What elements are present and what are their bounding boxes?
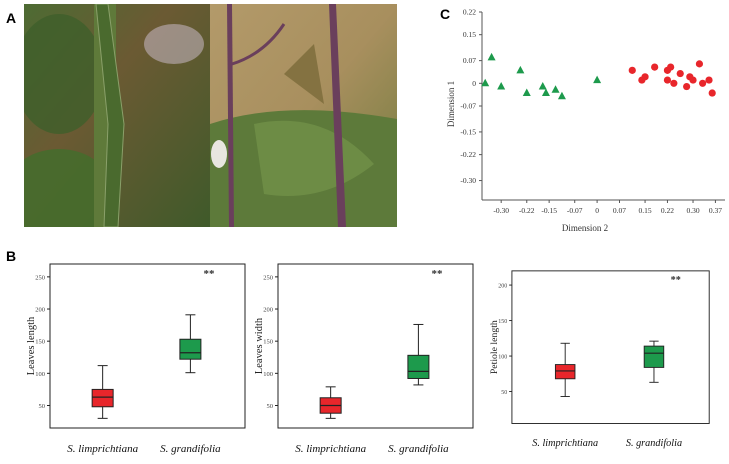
scatter-x-tick-label: 0.15 <box>639 206 652 215</box>
significance-marker: ** <box>432 268 444 280</box>
scatter-x-tick-label: 0.07 <box>613 206 626 215</box>
scatter-x-tick-label: -0.15 <box>541 206 557 215</box>
scatter-y-tick-label: 0.22 <box>463 8 476 17</box>
box-category-label: S. limprichtiana <box>67 443 138 455</box>
significance-marker: ** <box>204 268 216 280</box>
scatter-y-tick-label: -0.22 <box>460 150 476 159</box>
scatter-point-circle <box>683 82 691 91</box>
scatter-point-triangle <box>497 82 506 90</box>
panel-label-c: C <box>440 6 451 22</box>
box-y-tick-label: 50 <box>39 403 46 410</box>
scatter-point-triangle <box>522 88 531 97</box>
scatter-point-circle <box>705 76 713 84</box>
scatter-point-triangle <box>481 78 490 87</box>
scatter-point-triangle <box>551 85 560 93</box>
scatter-x-tick-label: -0.07 <box>567 206 583 215</box>
scatter-point-triangle <box>541 88 550 97</box>
box-iqr <box>91 388 114 408</box>
scatter-xlabel: Dimension 2 <box>562 223 608 233</box>
scatter-point-circle <box>670 79 678 87</box>
scatter-point-triangle <box>487 52 496 61</box>
scatter-point-circle <box>628 66 636 74</box>
box-y-tick-label: 50 <box>501 390 507 396</box>
scatter-x-tick-label: 0.37 <box>709 206 722 215</box>
scatter-plot: -0.30 -0.22 -0.15 -0.07 0 0.07 0.15 0.22 0.30 0.3… <box>446 8 725 233</box>
scatter-y-tick-label: 0.07 <box>463 56 476 65</box>
box-iqr <box>407 354 430 379</box>
panel-label-b: B <box>6 248 17 264</box>
box-y-tick-label: 200 <box>35 307 45 314</box>
box-plot-frame <box>511 270 710 424</box>
scatter-point-triangle <box>557 91 566 100</box>
scatter-point-circle <box>641 73 649 81</box>
scatter-x-tick-label: -0.30 <box>493 206 509 215</box>
box-y-axis-label: Petiole length <box>489 320 500 374</box>
scatter-point-circle <box>689 76 697 84</box>
scatter-axes: -0.30 -0.22 -0.15 -0.07 0 0.07 0.15 0.22 0.30 0.3… <box>460 8 725 215</box>
scatter-x-tick-label: 0 <box>595 206 599 215</box>
scatter-point-circle <box>708 89 716 97</box>
scatter-points <box>481 52 716 100</box>
scatter-y-tick-label: -0.15 <box>460 127 476 136</box>
box-y-tick-label: 250 <box>263 274 273 281</box>
box-plot-petiole-length: 50 100 150 200 Petiole length ** S. limprichti… <box>489 270 710 449</box>
scatter-x-tick-label: 0.22 <box>661 206 674 215</box>
box-y-tick-label: 100 <box>263 371 273 378</box>
box-category-label: S. grandifolia <box>626 438 682 449</box>
panel-label-a: A <box>6 10 17 26</box>
box-y-tick-label: 150 <box>35 339 45 346</box>
scatter-point-circle <box>699 79 707 87</box>
scatter-y-tick-label: -0.30 <box>460 176 476 185</box>
scatter-y-tick-label: 0 <box>472 79 476 88</box>
box-y-axis-label: Leaves width <box>254 317 265 374</box>
box-plot-leaves-width: 50 100 150 200 250 Leaves width ** S. limpricht… <box>254 263 474 455</box>
significance-marker: ** <box>671 275 681 286</box>
box-category-label: S. grandifolia <box>160 443 221 455</box>
box-y-tick-label: 150 <box>263 339 273 346</box>
box-y-tick-label: 200 <box>263 307 273 314</box>
box-iqr <box>643 345 665 368</box>
box-plot-frame <box>49 263 246 429</box>
scatter-point-triangle <box>593 75 602 84</box>
box-y-tick-label: 50 <box>267 403 274 410</box>
scatter-x-tick-label: 0.30 <box>686 206 699 215</box>
box-iqr <box>179 338 202 360</box>
scatter-y-tick-label: 0.15 <box>463 30 476 39</box>
box-plot-leaves-length: 50 100 150 200 250 Leaves length ** S. limprich… <box>26 263 246 455</box>
scatter-point-triangle <box>516 65 525 74</box>
scatter-point-circle <box>695 60 704 68</box>
scatter-ylabel: Dimension 1 <box>446 81 456 127</box>
box-iqr <box>554 364 576 380</box>
scatter-point-circle <box>667 63 675 71</box>
box-category-label: S. grandifolia <box>388 443 449 455</box>
scatter-point-triangle <box>538 82 547 90</box>
box-y-tick-label: 150 <box>498 319 507 325</box>
box-y-tick-label: 100 <box>35 371 45 378</box>
scatter-point-circle <box>663 76 672 84</box>
box-y-tick-label: 100 <box>498 354 507 360</box>
box-category-label: S. limprichtiana <box>295 443 366 455</box>
box-y-tick-label: 200 <box>498 283 507 289</box>
scatter-point-circle <box>651 63 659 71</box>
scatter-x-tick-label: -0.22 <box>519 206 535 215</box>
plant-stem-photo <box>24 4 397 227</box>
scatter-y-tick-label: -0.07 <box>460 102 476 111</box>
box-y-tick-label: 250 <box>35 274 45 281</box>
box-category-label: S. limprichtiana <box>532 438 598 449</box>
scatter-point-circle <box>676 69 684 78</box>
box-y-axis-label: Leaves length <box>26 316 37 375</box>
box-plot-frame <box>277 263 474 429</box>
